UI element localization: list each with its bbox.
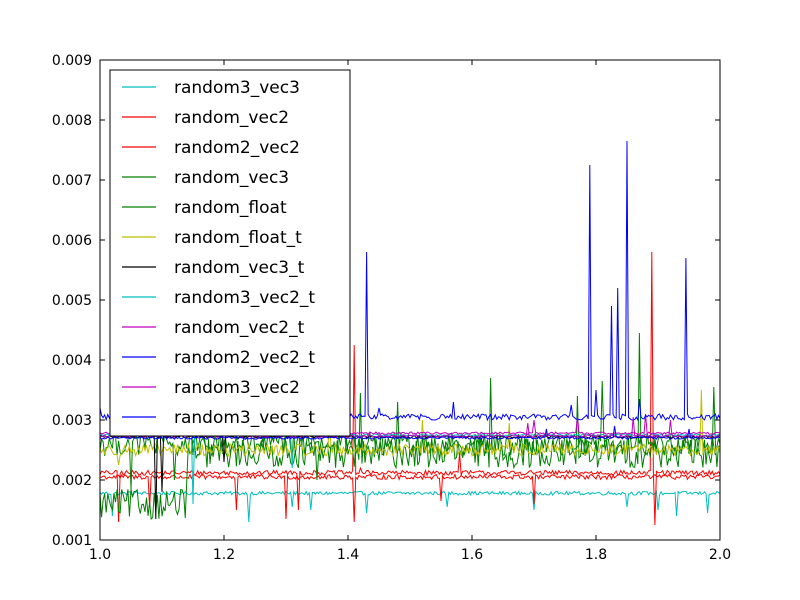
series-line-random2_vec2 bbox=[100, 473, 720, 523]
y-tick-label: 0.005 bbox=[52, 293, 92, 309]
x-tick-label: 1.0 bbox=[89, 547, 111, 563]
y-tick-label: 0.007 bbox=[52, 173, 92, 189]
x-tick-label: 2.0 bbox=[709, 547, 731, 563]
legend-label: random2_vec2 bbox=[174, 138, 300, 158]
legend-label: random_vec3 bbox=[174, 168, 289, 188]
legend-label: random_vec2 bbox=[174, 108, 289, 128]
y-tick-label: 0.008 bbox=[52, 113, 92, 129]
y-tick-label: 0.004 bbox=[52, 353, 92, 369]
x-tick-label: 1.2 bbox=[213, 547, 235, 563]
legend-label: random_float bbox=[174, 198, 287, 218]
series-line-random_vec2 bbox=[100, 251, 720, 526]
legend-label: random_vec2_t bbox=[174, 318, 305, 338]
series-line-random3_vec3 bbox=[100, 489, 720, 523]
legend-label: random3_vec2 bbox=[174, 378, 300, 398]
legend-label: random3_vec3 bbox=[174, 78, 300, 98]
series-line-random3_vec3_t bbox=[100, 425, 720, 440]
x-tick-label: 1.4 bbox=[337, 547, 359, 563]
x-tick-label: 1.8 bbox=[585, 547, 607, 563]
y-tick-label: 0.001 bbox=[52, 533, 92, 549]
x-tick-label: 1.6 bbox=[461, 547, 483, 563]
y-tick-label: 0.002 bbox=[52, 473, 92, 489]
legend-label: random3_vec2_t bbox=[174, 288, 315, 308]
legend-label: random2_vec2_t bbox=[174, 348, 315, 368]
legend-box bbox=[109, 69, 351, 437]
legend-label: random_float_t bbox=[174, 228, 302, 248]
y-tick-label: 0.009 bbox=[52, 53, 92, 69]
y-tick-label: 0.006 bbox=[52, 233, 92, 249]
legend-label: random_vec3_t bbox=[174, 258, 305, 278]
y-tick-label: 0.003 bbox=[52, 413, 92, 429]
legend-label: random3_vec3_t bbox=[174, 408, 315, 428]
series-line-random_float_t bbox=[100, 389, 720, 466]
legend: random3_vec3 random_vec2 random2_vec2rando… bbox=[109, 69, 351, 437]
ticks-layer: 1.0 1.2 1.4 1.6 1.8 2.0 0.001 0.002 0.003 0.004 0.… bbox=[52, 53, 731, 563]
